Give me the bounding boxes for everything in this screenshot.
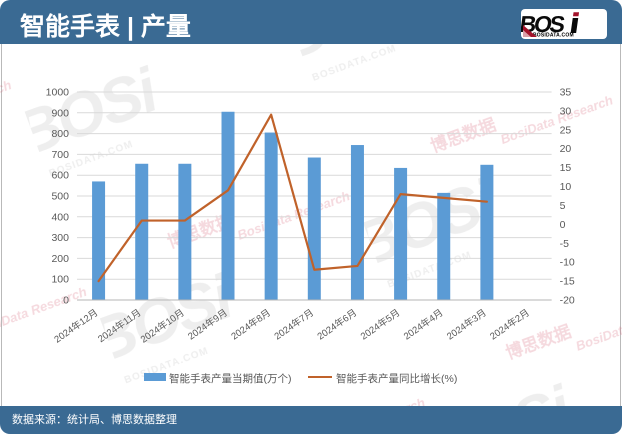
svg-text:1000: 1000 bbox=[46, 87, 70, 99]
svg-text:-5: -5 bbox=[560, 238, 569, 250]
svg-text:500: 500 bbox=[51, 191, 69, 203]
svg-text:25: 25 bbox=[560, 124, 572, 136]
svg-text:10: 10 bbox=[560, 181, 572, 193]
svg-text:2024年5月: 2024年5月 bbox=[358, 307, 402, 343]
svg-text:2024年2月: 2024年2月 bbox=[488, 307, 532, 343]
svg-text:2024年12月: 2024年12月 bbox=[52, 307, 100, 346]
svg-text:30: 30 bbox=[560, 105, 572, 117]
svg-text:600: 600 bbox=[51, 170, 69, 182]
svg-text:0: 0 bbox=[560, 219, 566, 231]
svg-text:300: 300 bbox=[51, 232, 69, 244]
svg-text:2024年9月: 2024年9月 bbox=[186, 307, 230, 343]
svg-text:2024年4月: 2024年4月 bbox=[401, 307, 445, 343]
svg-text:-15: -15 bbox=[560, 276, 575, 288]
svg-text:2024年11月: 2024年11月 bbox=[96, 307, 144, 346]
svg-text:-10: -10 bbox=[560, 257, 575, 269]
svg-text:-20: -20 bbox=[560, 295, 575, 307]
svg-text:400: 400 bbox=[51, 211, 69, 223]
svg-text:800: 800 bbox=[51, 128, 69, 140]
svg-text:5: 5 bbox=[560, 200, 566, 212]
svg-text:2024年10月: 2024年10月 bbox=[138, 307, 186, 346]
svg-text:200: 200 bbox=[51, 253, 69, 265]
svg-text:700: 700 bbox=[51, 149, 69, 161]
svg-text:2024年3月: 2024年3月 bbox=[445, 307, 489, 343]
svg-text:2024年6月: 2024年6月 bbox=[315, 307, 359, 343]
svg-text:100: 100 bbox=[51, 274, 69, 286]
svg-text:20: 20 bbox=[560, 143, 572, 155]
svg-text:0: 0 bbox=[63, 295, 69, 307]
svg-text:35: 35 bbox=[560, 87, 572, 99]
svg-text:900: 900 bbox=[51, 107, 69, 119]
svg-text:2024年8月: 2024年8月 bbox=[229, 307, 273, 343]
svg-text:15: 15 bbox=[560, 162, 572, 174]
svg-text:BOSIDATA.COM: BOSIDATA.COM bbox=[533, 33, 574, 39]
svg-text:2024年7月: 2024年7月 bbox=[272, 307, 316, 343]
